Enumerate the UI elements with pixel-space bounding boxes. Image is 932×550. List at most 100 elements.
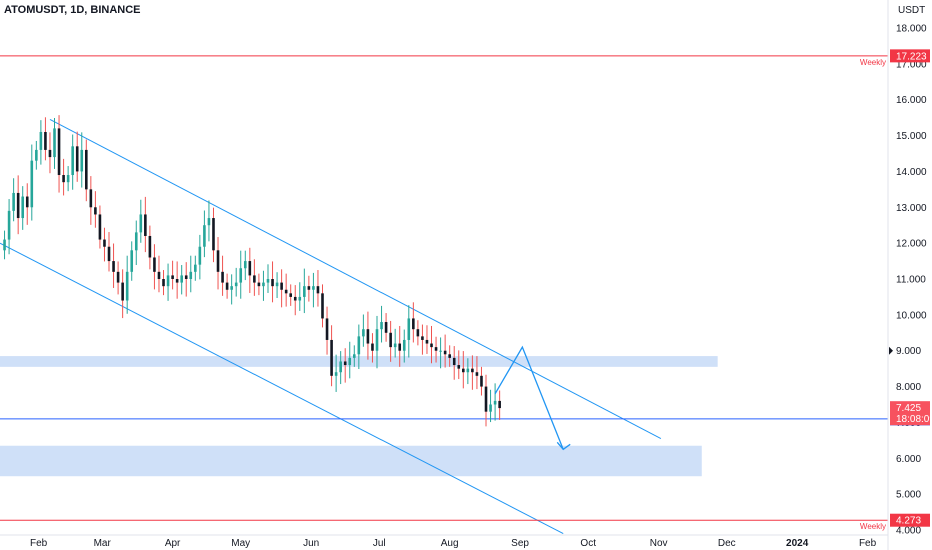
candle-body	[466, 368, 470, 373]
level-price-tag	[890, 49, 930, 63]
candle-body	[35, 149, 38, 161]
channel-lower-line[interactable]	[0, 242, 564, 535]
price-tick-label: 5.000	[896, 490, 921, 501]
candle-body	[321, 293, 324, 319]
candle-body	[44, 131, 47, 150]
support-resistance-zones	[0, 356, 718, 477]
channel-upper-line[interactable]	[49, 118, 662, 440]
candle-body	[357, 336, 361, 355]
candle-body	[16, 192, 20, 219]
price-tick-label: 11.000	[896, 275, 926, 286]
candle-body	[416, 329, 420, 337]
candle-body	[134, 232, 138, 251]
candle-body	[439, 350, 442, 352]
chart-symbol-title: ATOMUSDT, 1D, BINANCE	[4, 4, 141, 16]
time-tick-label: Sep	[511, 538, 529, 549]
candle-body	[85, 149, 88, 190]
time-axis[interactable]: Feb Mar Apr May Jun Jul Aug Sep Oct Nov Dec 2024 Feb	[0, 534, 888, 549]
candle-body	[471, 368, 474, 373]
alert-marker-icon	[889, 346, 893, 355]
candle-body	[39, 131, 43, 150]
candle-body	[125, 271, 129, 301]
candle-body	[384, 322, 388, 333]
candle-body	[12, 192, 15, 211]
projection-path[interactable]	[494, 345, 564, 450]
candle-body	[262, 282, 265, 287]
candle-body	[130, 250, 134, 272]
candle-body	[475, 372, 479, 376]
candle-body	[53, 128, 56, 158]
candle-body	[221, 271, 224, 283]
horizontal-levels[interactable]: Weekly Weekly	[0, 55, 888, 531]
candle-body	[412, 318, 415, 330]
candle-body	[480, 375, 483, 387]
time-tick-label: Jul	[373, 538, 386, 549]
price-tick-label: 8.000	[896, 382, 921, 393]
price-tick-label: 15.000	[896, 131, 927, 142]
time-tick-label: 2024	[786, 538, 809, 549]
candle-body	[380, 322, 383, 330]
candle-body	[121, 282, 124, 301]
time-tick-label: Feb	[30, 538, 48, 549]
currency-label: USDT	[898, 5, 925, 16]
projection-arrowhead	[556, 441, 571, 451]
candle-body	[153, 257, 156, 272]
price-tick-label: 16.000	[896, 95, 927, 106]
level-label: Weekly	[860, 58, 886, 67]
level-label: Weekly	[860, 522, 886, 531]
candle-body	[57, 128, 61, 176]
candle-body	[289, 293, 293, 297]
candle-body	[493, 400, 497, 405]
projection-arrow[interactable]	[494, 345, 571, 451]
candle-body	[425, 339, 429, 344]
time-tick-label: Dec	[718, 538, 736, 549]
candle-body	[107, 246, 111, 262]
candlestick-series	[3, 115, 501, 427]
candle-body	[98, 214, 102, 240]
candle-body	[243, 261, 247, 269]
candle-body	[457, 365, 461, 369]
candle-body	[275, 282, 279, 287]
price-zone	[0, 445, 702, 477]
candle-body	[248, 261, 252, 276]
candle-body	[157, 271, 161, 279]
candle-body	[21, 196, 25, 219]
candle-body	[312, 286, 315, 290]
candle-body	[171, 275, 174, 279]
candle-body	[443, 350, 447, 355]
candle-body	[343, 361, 347, 366]
level-price-text: 4.273	[896, 516, 921, 527]
candle-body	[216, 250, 220, 272]
candle-body	[30, 160, 34, 208]
candle-body	[334, 372, 338, 376]
candle-body	[144, 214, 147, 236]
candle-body	[71, 146, 74, 176]
candle-body	[402, 339, 406, 351]
candle-body	[48, 149, 52, 158]
candle-body	[398, 343, 402, 351]
price-tick-label: 14.000	[896, 167, 927, 178]
price-axis[interactable]: USDT4.0005.0006.0007.0008.0009.00010.000…	[887, 0, 927, 550]
candle-body	[234, 282, 238, 287]
time-tick-label: Apr	[165, 538, 181, 549]
candle-body	[162, 279, 165, 287]
candle-body	[266, 279, 270, 283]
candle-body	[189, 271, 193, 279]
time-tick-label: Nov	[650, 538, 668, 549]
candle-body	[293, 296, 297, 301]
descending-channel[interactable]	[0, 118, 662, 535]
price-tick-label: 18.000	[896, 24, 927, 35]
candle-body	[284, 289, 288, 294]
candle-body	[339, 361, 342, 373]
candle-body	[498, 400, 501, 409]
price-tick-label: 4.000	[896, 526, 921, 537]
candle-body	[180, 275, 183, 283]
price-tick-label: 13.000	[896, 203, 927, 214]
time-tick-label: Oct	[580, 538, 596, 549]
price-tick-label: 10.000	[896, 310, 927, 321]
candle-body	[366, 329, 370, 344]
candle-body	[375, 329, 379, 351]
time-tick-label: Aug	[441, 538, 459, 549]
